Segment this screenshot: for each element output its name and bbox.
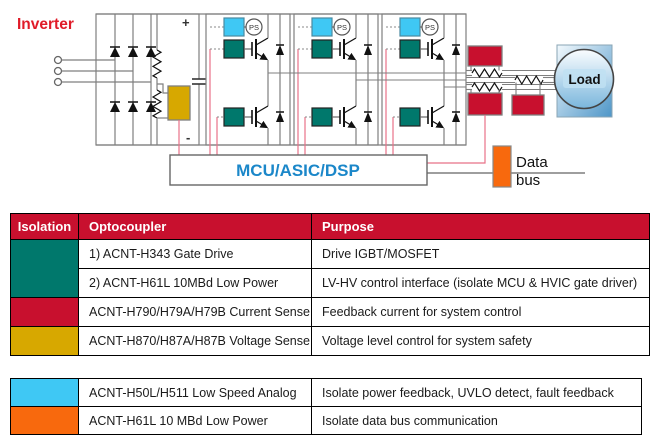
purpose-cell: LV-HV control interface (isolate MCU & H… [311, 268, 650, 298]
data-bus-label-2: bus [516, 172, 540, 189]
inverter-circuit-diagram: PS [17, 0, 615, 189]
purpose-cell: Drive IGBT/MOSFET [311, 239, 650, 269]
optocoupler-cell: ACNT-H50L/H511 Low Speed Analog [78, 378, 312, 407]
phase-input-terminals [53, 55, 151, 87]
table-row: 2) ACNT-H61L 10MBd Low Power LV-HV contr… [11, 268, 650, 298]
dc-minus-label: - [186, 130, 190, 145]
optocoupler-cell: ACNT-H870/H87A/H87B Voltage Sense [78, 326, 312, 356]
table-row: ACNT-H870/H87A/H87B Voltage Sense Voltag… [10, 326, 650, 356]
table-row: ACNT-H61L 10 MBd Low Power Isolate data … [10, 406, 642, 435]
swatch-gate-drive [10, 239, 79, 298]
dc-plus-label: + [182, 15, 190, 30]
optocoupler-cell: ACNT-H61L 10 MBd Low Power [78, 406, 312, 435]
purpose-cell: Feedback current for system control [311, 297, 650, 327]
header-isolation: Isolation [10, 213, 79, 240]
dc-link-capacitor [192, 78, 206, 85]
secondary-optocoupler-table: ACNT-H50L/H511 Low Speed Analog Isolate … [10, 378, 642, 435]
phase-output-lines [268, 69, 557, 91]
table-row: ACNT-H790/H79A/H79B Current Sense Feedba… [10, 297, 650, 327]
current-sense-boxes [467, 45, 545, 116]
data-bus-box [492, 145, 512, 188]
voltage-sense-box [167, 85, 191, 121]
header-purpose: Purpose [311, 213, 650, 240]
header-optocoupler: Optocoupler [78, 213, 312, 240]
current-sense-box-3 [511, 94, 545, 116]
swatch-voltage-sense [10, 326, 79, 356]
swatch-low-speed-analog [10, 378, 79, 407]
data-bus-label-1: Data [516, 154, 548, 171]
optocoupler-cell: ACNT-H790/H79A/H79B Current Sense [78, 297, 312, 327]
current-sense-box-2 [467, 92, 503, 116]
optocoupler-cell: 2) ACNT-H61L 10MBd Low Power [78, 268, 312, 298]
optocoupler-table: Isolation Optocoupler Purpose 1) ACNT-H3… [10, 213, 650, 356]
current-sense-box-1 [467, 45, 503, 67]
shunt-resistors [471, 67, 544, 93]
table-row: 1) ACNT-H343 Gate Drive Drive IGBT/MOSFE… [10, 239, 650, 298]
rectifier-section: + - [95, 13, 206, 155]
current-sense-signal-wire [427, 115, 486, 164]
load-label: Load [568, 72, 600, 87]
table-header-row: Isolation Optocoupler Purpose [10, 213, 650, 240]
table-row: ACNT-H50L/H511 Low Speed Analog Isolate … [10, 378, 642, 407]
swatch-low-power [10, 406, 79, 435]
optocoupler-cell: 1) ACNT-H343 Gate Drive [78, 239, 312, 269]
load-symbol: Load [553, 44, 615, 118]
purpose-cell: Voltage level control for system safety [311, 326, 650, 356]
purpose-cell: Isolate data bus communication [311, 406, 642, 435]
voltage-divider [151, 14, 168, 145]
data-bus-isolator: Data bus [492, 145, 548, 189]
mcu-box: MCU/ASIC/DSP [169, 154, 428, 186]
purpose-cell: Isolate power feedback, UVLO detect, fau… [311, 378, 642, 407]
rectifier-diodes [110, 14, 156, 145]
diagram-title: Inverter [17, 16, 74, 33]
mcu-label: MCU/ASIC/DSP [236, 161, 360, 180]
swatch-current-sense [10, 297, 79, 327]
